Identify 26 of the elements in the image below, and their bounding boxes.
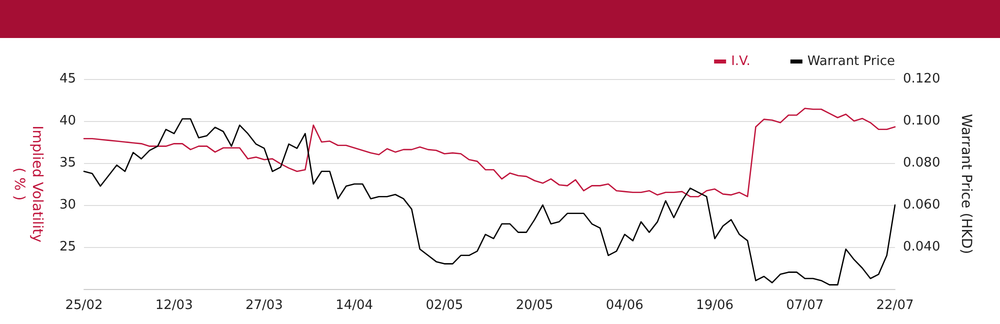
x-tick-label: 19/06 (696, 298, 734, 313)
x-tick-label: 20/05 (516, 298, 554, 313)
y-tick-label: 35 (59, 156, 76, 170)
x-tick-label: 22/07 (876, 298, 914, 313)
y-tick-label: 25 (59, 240, 76, 254)
x-tick-label: 04/06 (606, 298, 644, 313)
y-tick-label: 30 (59, 198, 76, 212)
y2-tick-label: 0.080 (903, 156, 940, 170)
y2-tick-label: 0.120 (903, 72, 940, 86)
x-tick-label: 02/05 (426, 298, 464, 313)
x-tick-label: 27/03 (245, 298, 283, 313)
y2-tick-label: 0.040 (903, 240, 940, 254)
y-axis-title: Implied Volatility ( % ) (11, 126, 45, 242)
legend-label: Warrant Price (807, 54, 896, 69)
y2-axis-title: Warrant Price (HKD) (958, 114, 974, 254)
y2-tick-label: 0.060 (903, 198, 940, 212)
x-tick-label: 07/07 (786, 298, 824, 313)
line-series (83, 108, 896, 198)
y-tick-label: 45 (59, 72, 76, 86)
legend-label: I.V. (731, 54, 750, 69)
line-series (83, 118, 896, 286)
x-tick-label: 14/04 (336, 298, 374, 313)
x-tick-label: 25/02 (65, 298, 103, 313)
x-tick-label: 12/03 (155, 298, 193, 313)
y-tick-label: 40 (59, 114, 76, 128)
y2-tick-label: 0.100 (903, 114, 940, 128)
